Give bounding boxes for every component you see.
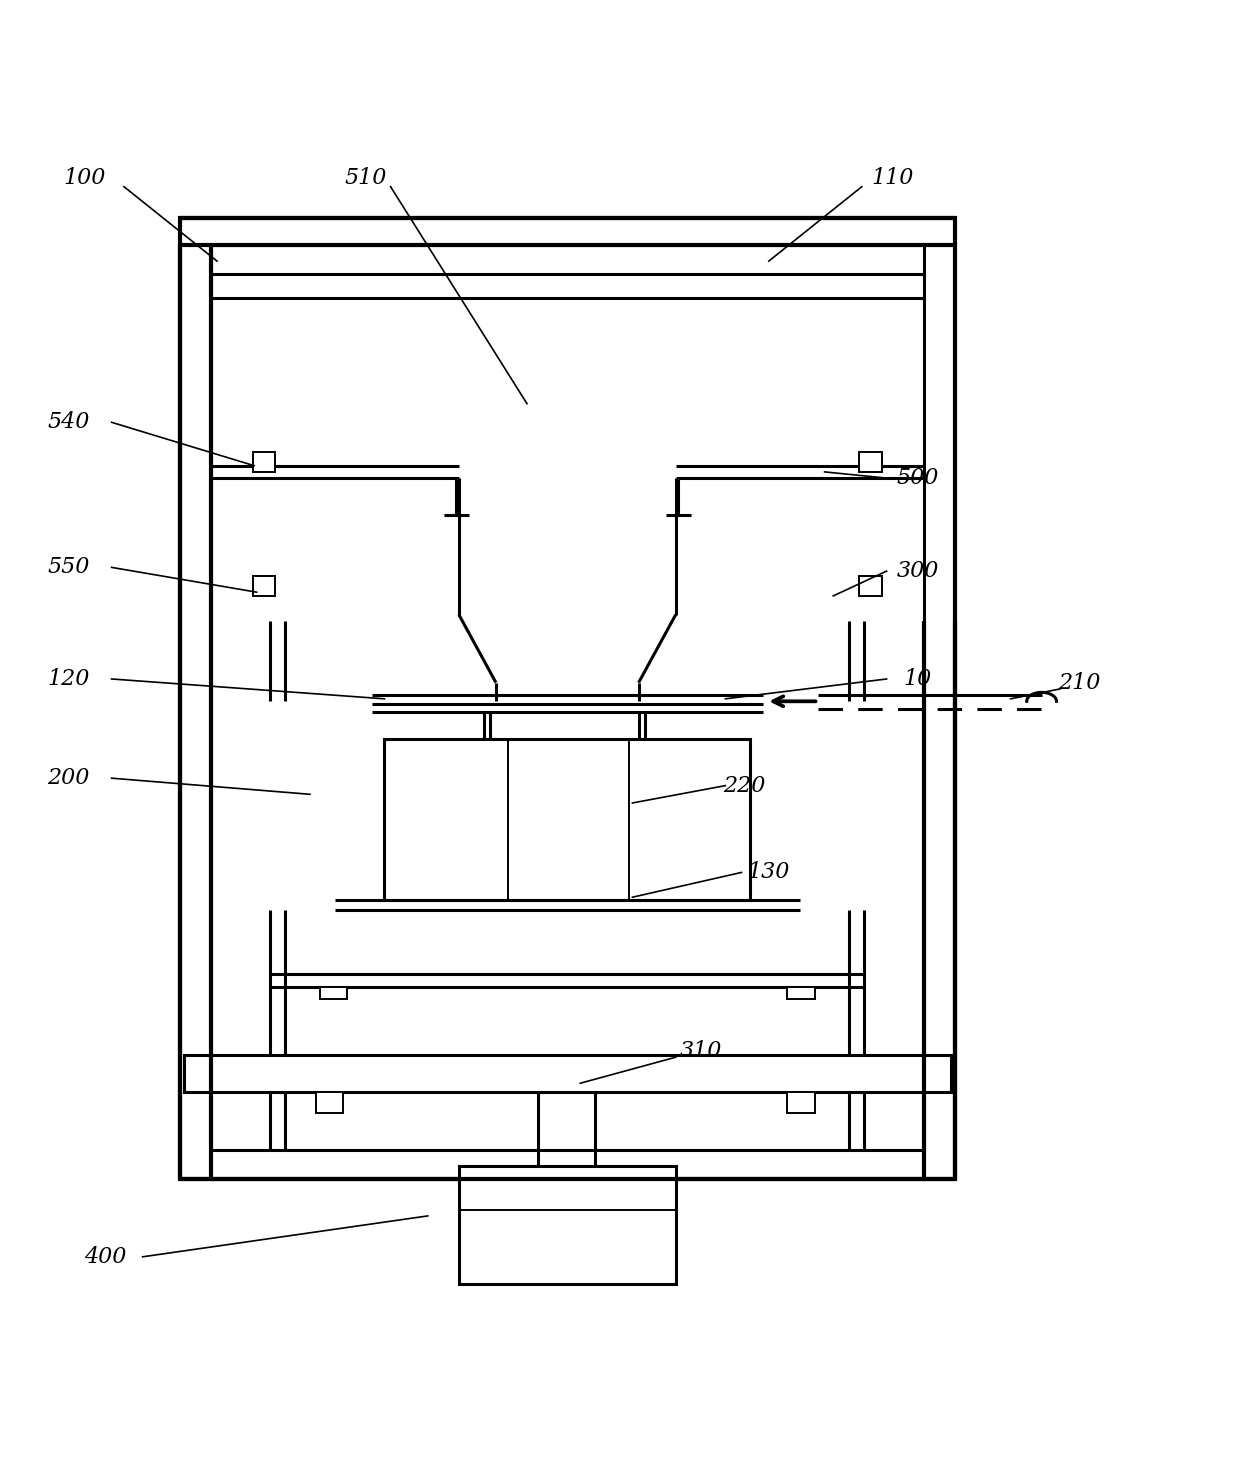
Text: 110: 110: [872, 167, 914, 189]
Bar: [859, 576, 882, 595]
Text: 550: 550: [47, 557, 89, 579]
Text: 10: 10: [904, 668, 931, 690]
Bar: [253, 576, 275, 595]
Text: 540: 540: [47, 411, 89, 433]
Text: 310: 310: [680, 1040, 722, 1062]
Bar: [787, 987, 815, 998]
Bar: [184, 1055, 951, 1092]
Bar: [253, 452, 275, 471]
Text: 510: 510: [345, 167, 387, 189]
Bar: [459, 1167, 676, 1284]
Text: 120: 120: [47, 668, 89, 690]
Text: 400: 400: [84, 1245, 126, 1267]
Bar: [316, 1092, 343, 1114]
Text: 210: 210: [1058, 672, 1100, 694]
Text: 130: 130: [748, 861, 790, 883]
Bar: [384, 738, 750, 899]
Text: 300: 300: [897, 560, 939, 582]
Bar: [211, 245, 924, 1151]
Text: 100: 100: [63, 167, 105, 189]
Bar: [180, 217, 955, 1179]
Text: 200: 200: [47, 767, 89, 789]
Text: 220: 220: [723, 774, 765, 796]
Bar: [320, 987, 347, 998]
Bar: [859, 452, 882, 471]
Text: 500: 500: [897, 467, 939, 489]
Bar: [787, 1092, 815, 1114]
